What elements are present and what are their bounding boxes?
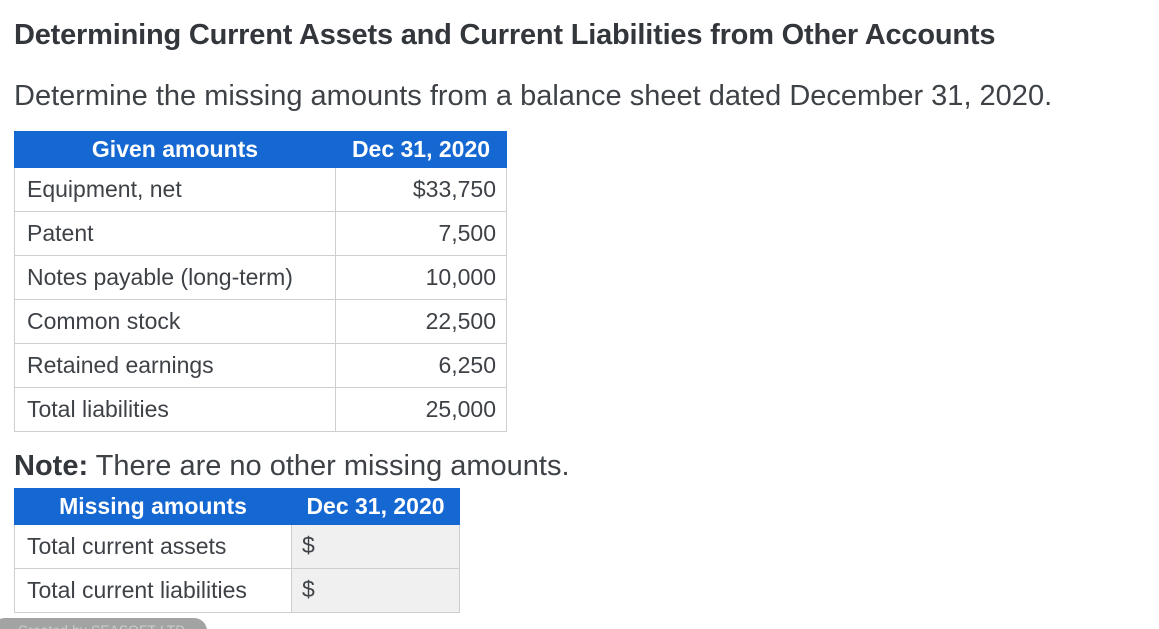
given-date-header: Dec 31, 2020 [335,131,507,168]
table-row: Notes payable (long-term) 10,000 [14,255,507,300]
total-current-assets-input[interactable] [320,533,441,561]
missing-amounts-header: Missing amounts [14,488,292,525]
table-header-row: Given amounts Dec 31, 2020 [14,131,507,168]
note-label: Note: [14,450,89,482]
table-row: Retained earnings 6,250 [14,343,507,388]
total-current-liabilities-cell[interactable]: $ [291,568,460,613]
page-subtitle: Determine the missing amounts from a bal… [14,80,1053,112]
table-row: Total liabilities 25,000 [14,387,507,432]
missing-amounts-table: Missing amounts Dec 31, 2020 Total curre… [14,488,460,613]
row-value-patent: 7,500 [335,211,507,256]
row-label-notes-payable: Notes payable (long-term) [14,255,336,300]
dollar-prefix: $ [302,576,315,603]
row-label-common-stock: Common stock [14,299,336,344]
given-amounts-table: Given amounts Dec 31, 2020 Equipment, ne… [14,131,507,432]
missing-date-header: Dec 31, 2020 [291,488,460,525]
total-current-assets-cell[interactable]: $ [291,524,460,569]
table-header-row: Missing amounts Dec 31, 2020 [14,488,460,525]
row-value-total-liabilities: 25,000 [335,387,507,432]
row-label-total-liabilities: Total liabilities [14,387,336,432]
row-value-notes-payable: 10,000 [335,255,507,300]
given-amounts-header: Given amounts [14,131,336,168]
note-text: There are no other missing amounts. [88,450,570,482]
row-label-total-current-liabilities: Total current liabilities [14,568,292,613]
table-row: Total current liabilities $ [14,568,460,613]
row-value-equipment-net: $33,750 [335,167,507,212]
row-value-retained-earnings: 6,250 [335,343,507,388]
table-row: Common stock 22,500 [14,299,507,344]
row-value-common-stock: 22,500 [335,299,507,344]
table-row: Total current assets $ [14,524,460,569]
row-label-equipment-net: Equipment, net [14,167,336,212]
row-label-patent: Patent [14,211,336,256]
total-current-liabilities-input[interactable] [320,577,441,605]
row-label-retained-earnings: Retained earnings [14,343,336,388]
table-row: Patent 7,500 [14,211,507,256]
watermark-badge: Created by SEASOFT LTD. [0,618,208,629]
page-title: Determining Current Assets and Current L… [14,19,996,51]
table-row: Equipment, net $33,750 [14,167,507,212]
row-label-total-current-assets: Total current assets [14,524,292,569]
dollar-prefix: $ [302,532,315,559]
note-line: Note: There are no other missing amounts… [14,448,1145,484]
